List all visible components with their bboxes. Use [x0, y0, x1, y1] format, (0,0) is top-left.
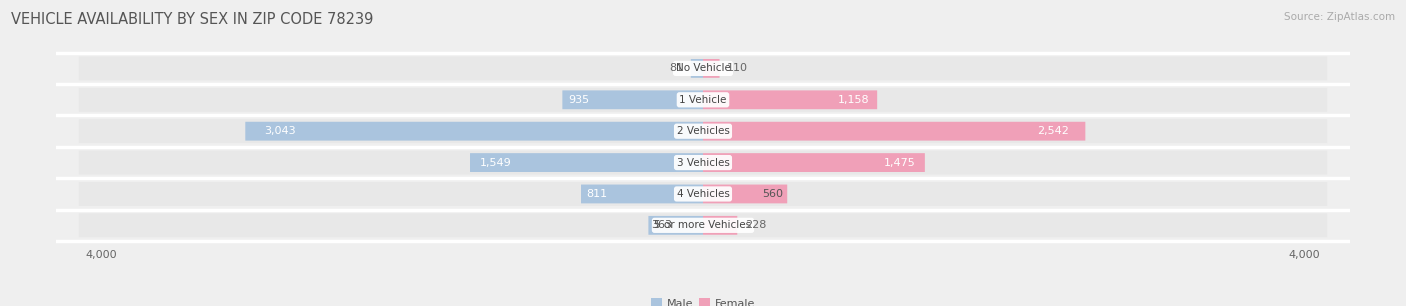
Text: 811: 811 [586, 189, 607, 199]
FancyBboxPatch shape [703, 185, 787, 203]
Text: 228: 228 [745, 220, 766, 230]
FancyBboxPatch shape [79, 213, 1327, 237]
Text: 1,549: 1,549 [479, 158, 512, 168]
FancyBboxPatch shape [581, 185, 703, 203]
FancyBboxPatch shape [79, 57, 1327, 80]
Text: 560: 560 [762, 189, 783, 199]
FancyBboxPatch shape [703, 59, 720, 78]
FancyBboxPatch shape [703, 216, 737, 235]
FancyBboxPatch shape [562, 90, 703, 109]
FancyBboxPatch shape [79, 182, 1327, 206]
FancyBboxPatch shape [703, 122, 1085, 140]
Text: 4 Vehicles: 4 Vehicles [676, 189, 730, 199]
FancyBboxPatch shape [690, 59, 703, 78]
Text: 3 Vehicles: 3 Vehicles [676, 158, 730, 168]
FancyBboxPatch shape [79, 119, 1327, 143]
Text: 1,475: 1,475 [883, 158, 915, 168]
Text: 363: 363 [651, 220, 672, 230]
Text: 935: 935 [569, 95, 591, 105]
Text: 110: 110 [727, 63, 748, 73]
FancyBboxPatch shape [79, 88, 1327, 112]
FancyBboxPatch shape [470, 153, 703, 172]
Text: Source: ZipAtlas.com: Source: ZipAtlas.com [1284, 12, 1395, 22]
Text: 81: 81 [669, 63, 683, 73]
FancyBboxPatch shape [703, 153, 925, 172]
Text: 2 Vehicles: 2 Vehicles [676, 126, 730, 136]
FancyBboxPatch shape [245, 122, 703, 140]
Text: 3,043: 3,043 [264, 126, 297, 136]
Text: VEHICLE AVAILABILITY BY SEX IN ZIP CODE 78239: VEHICLE AVAILABILITY BY SEX IN ZIP CODE … [11, 12, 374, 27]
FancyBboxPatch shape [703, 90, 877, 109]
Text: 1,158: 1,158 [838, 95, 869, 105]
Legend: Male, Female: Male, Female [647, 294, 759, 306]
FancyBboxPatch shape [648, 216, 703, 235]
Text: No Vehicle: No Vehicle [675, 63, 731, 73]
Text: 5 or more Vehicles: 5 or more Vehicles [654, 220, 752, 230]
Text: 2,542: 2,542 [1038, 126, 1070, 136]
Text: 1 Vehicle: 1 Vehicle [679, 95, 727, 105]
FancyBboxPatch shape [79, 151, 1327, 174]
